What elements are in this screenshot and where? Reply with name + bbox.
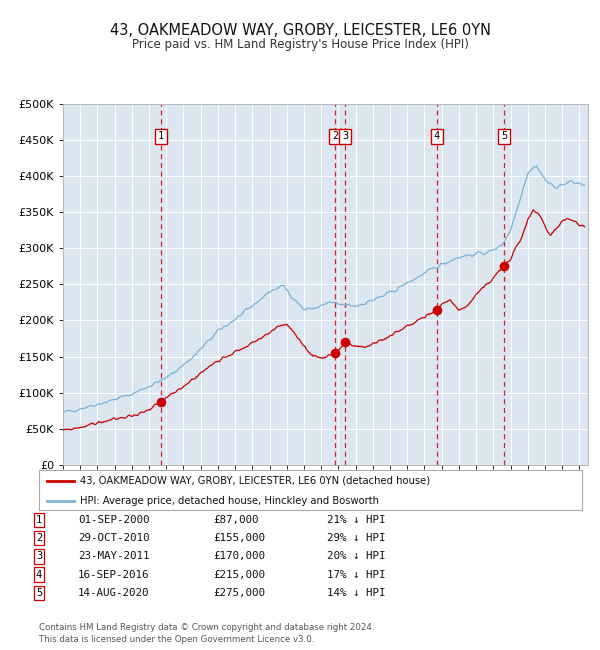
Text: 29% ↓ HPI: 29% ↓ HPI xyxy=(327,533,386,543)
Text: 20% ↓ HPI: 20% ↓ HPI xyxy=(327,551,386,562)
Text: 4: 4 xyxy=(434,131,440,142)
Text: 3: 3 xyxy=(342,131,348,142)
Text: Contains HM Land Registry data © Crown copyright and database right 2024.: Contains HM Land Registry data © Crown c… xyxy=(39,623,374,632)
Text: 2: 2 xyxy=(332,131,338,142)
Text: 3: 3 xyxy=(36,551,42,562)
Text: 2: 2 xyxy=(36,533,42,543)
Text: 14% ↓ HPI: 14% ↓ HPI xyxy=(327,588,386,598)
Text: 1: 1 xyxy=(157,131,164,142)
Text: 23-MAY-2011: 23-MAY-2011 xyxy=(78,551,149,562)
Text: This data is licensed under the Open Government Licence v3.0.: This data is licensed under the Open Gov… xyxy=(39,634,314,644)
Text: £275,000: £275,000 xyxy=(213,588,265,598)
Text: 43, OAKMEADOW WAY, GROBY, LEICESTER, LE6 0YN (detached house): 43, OAKMEADOW WAY, GROBY, LEICESTER, LE6… xyxy=(80,476,430,486)
Text: 43, OAKMEADOW WAY, GROBY, LEICESTER, LE6 0YN: 43, OAKMEADOW WAY, GROBY, LEICESTER, LE6… xyxy=(110,23,491,38)
Text: 01-SEP-2000: 01-SEP-2000 xyxy=(78,515,149,525)
Text: 29-OCT-2010: 29-OCT-2010 xyxy=(78,533,149,543)
Text: £215,000: £215,000 xyxy=(213,569,265,580)
Text: 1: 1 xyxy=(36,515,42,525)
Text: 16-SEP-2016: 16-SEP-2016 xyxy=(78,569,149,580)
Text: 5: 5 xyxy=(501,131,507,142)
Text: HPI: Average price, detached house, Hinckley and Bosworth: HPI: Average price, detached house, Hinc… xyxy=(80,497,379,506)
Text: Price paid vs. HM Land Registry's House Price Index (HPI): Price paid vs. HM Land Registry's House … xyxy=(131,38,469,51)
Text: £170,000: £170,000 xyxy=(213,551,265,562)
Text: 4: 4 xyxy=(36,569,42,580)
Text: 5: 5 xyxy=(36,588,42,598)
Text: 17% ↓ HPI: 17% ↓ HPI xyxy=(327,569,386,580)
Text: £155,000: £155,000 xyxy=(213,533,265,543)
Text: £87,000: £87,000 xyxy=(213,515,259,525)
Text: 21% ↓ HPI: 21% ↓ HPI xyxy=(327,515,386,525)
Text: 14-AUG-2020: 14-AUG-2020 xyxy=(78,588,149,598)
